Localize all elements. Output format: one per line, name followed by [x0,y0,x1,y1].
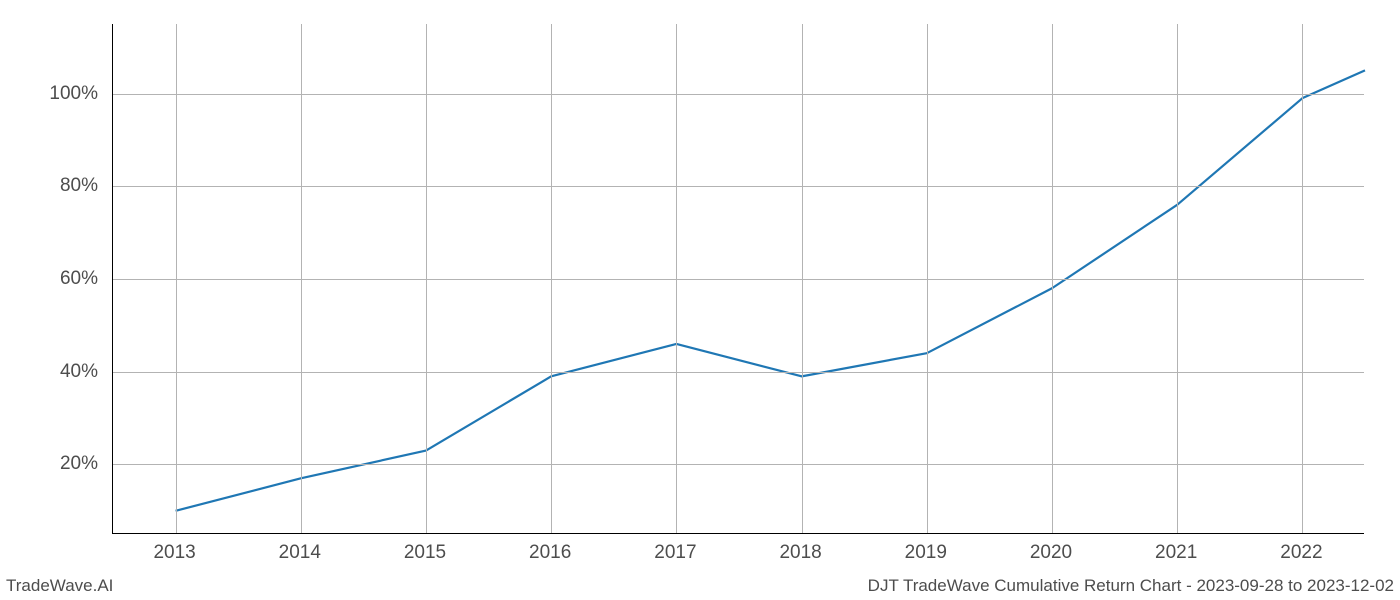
footer-right-label: DJT TradeWave Cumulative Return Chart - … [868,576,1394,596]
y-tick-label: 40% [0,361,98,383]
x-tick-label: 2016 [529,542,571,564]
y-tick-label: 60% [0,268,98,290]
y-tick-label: 100% [0,83,98,105]
x-tick-label: 2022 [1280,542,1322,564]
plot-area [112,24,1364,534]
x-tick-label: 2017 [654,542,696,564]
x-tick-label: 2018 [779,542,821,564]
y-tick-label: 20% [0,453,98,475]
x-tick-label: 2020 [1030,542,1072,564]
x-tick-label: 2013 [153,542,195,564]
x-tick-label: 2015 [404,542,446,564]
x-tick-label: 2019 [905,542,947,564]
gridline-horizontal [113,372,1364,373]
y-tick-label: 80% [0,175,98,197]
x-tick-label: 2014 [279,542,321,564]
x-tick-label: 2021 [1155,542,1197,564]
series-line [176,70,1365,510]
gridline-horizontal [113,279,1364,280]
chart-container: TradeWave.AI DJT TradeWave Cumulative Re… [0,0,1400,600]
footer-left-label: TradeWave.AI [6,576,113,596]
gridline-horizontal [113,94,1364,95]
gridline-horizontal [113,186,1364,187]
gridline-horizontal [113,464,1364,465]
